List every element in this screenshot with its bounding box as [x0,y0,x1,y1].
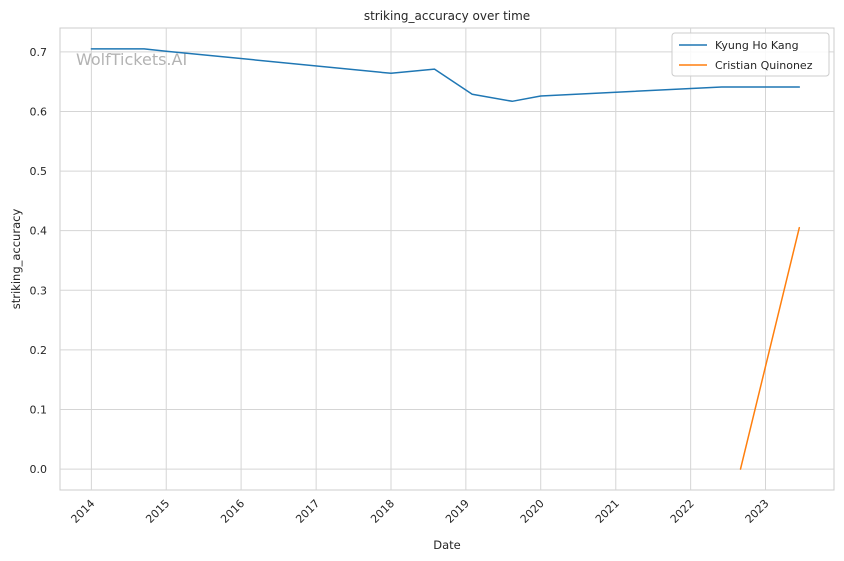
x-tick-label: 2014 [69,497,98,526]
legend-box [671,32,830,77]
y-tick-label: 0.0 [30,463,48,476]
watermark: WolfTickets.AI [76,50,187,69]
y-tick-label: 0.6 [30,105,48,118]
legend-label-cristian-quinonez: Cristian Quinonez [715,59,813,72]
y-tick-label: 0.7 [30,46,48,59]
x-axis-label: Date [433,538,461,552]
y-tick-label: 0.4 [30,225,48,238]
legend-label-kyung-ho-kang: Kyung Ho Kang [715,39,799,52]
x-tick-label: 2016 [218,497,247,526]
x-tick-label: 2022 [668,497,697,526]
y-tick-label: 0.2 [30,344,48,357]
series-line-kyung-ho-kang [90,48,801,103]
y-tick-label: 0.5 [30,165,48,178]
x-tick-label: 2020 [518,497,547,526]
legend: Kyung Ho Kang Cristian Quinonez [671,32,830,77]
series-lines [90,48,801,470]
y-tick-label: 0.1 [30,404,48,417]
chart-title: striking_accuracy over time [364,9,530,23]
x-tick-label: 2015 [143,497,172,526]
plot-area [59,27,835,491]
x-tick-label: 2017 [293,497,322,526]
x-tick-label: 2018 [368,497,397,526]
series-line-cristian-quinonez [739,226,801,470]
x-tick-label: 2023 [743,497,772,526]
y-tick-label: 0.3 [30,284,48,297]
grid [60,28,834,490]
y-axis-ticks: 0.0 0.1 0.2 0.3 0.4 0.5 0.6 0.7 [30,46,48,476]
x-tick-label: 2019 [443,497,472,526]
y-axis-label: striking_accuracy [9,209,23,310]
x-tick-label: 2021 [593,497,622,526]
x-axis-ticks: 2014 2015 2016 2017 2018 2019 2020 2021 2022 2023 [69,497,772,526]
